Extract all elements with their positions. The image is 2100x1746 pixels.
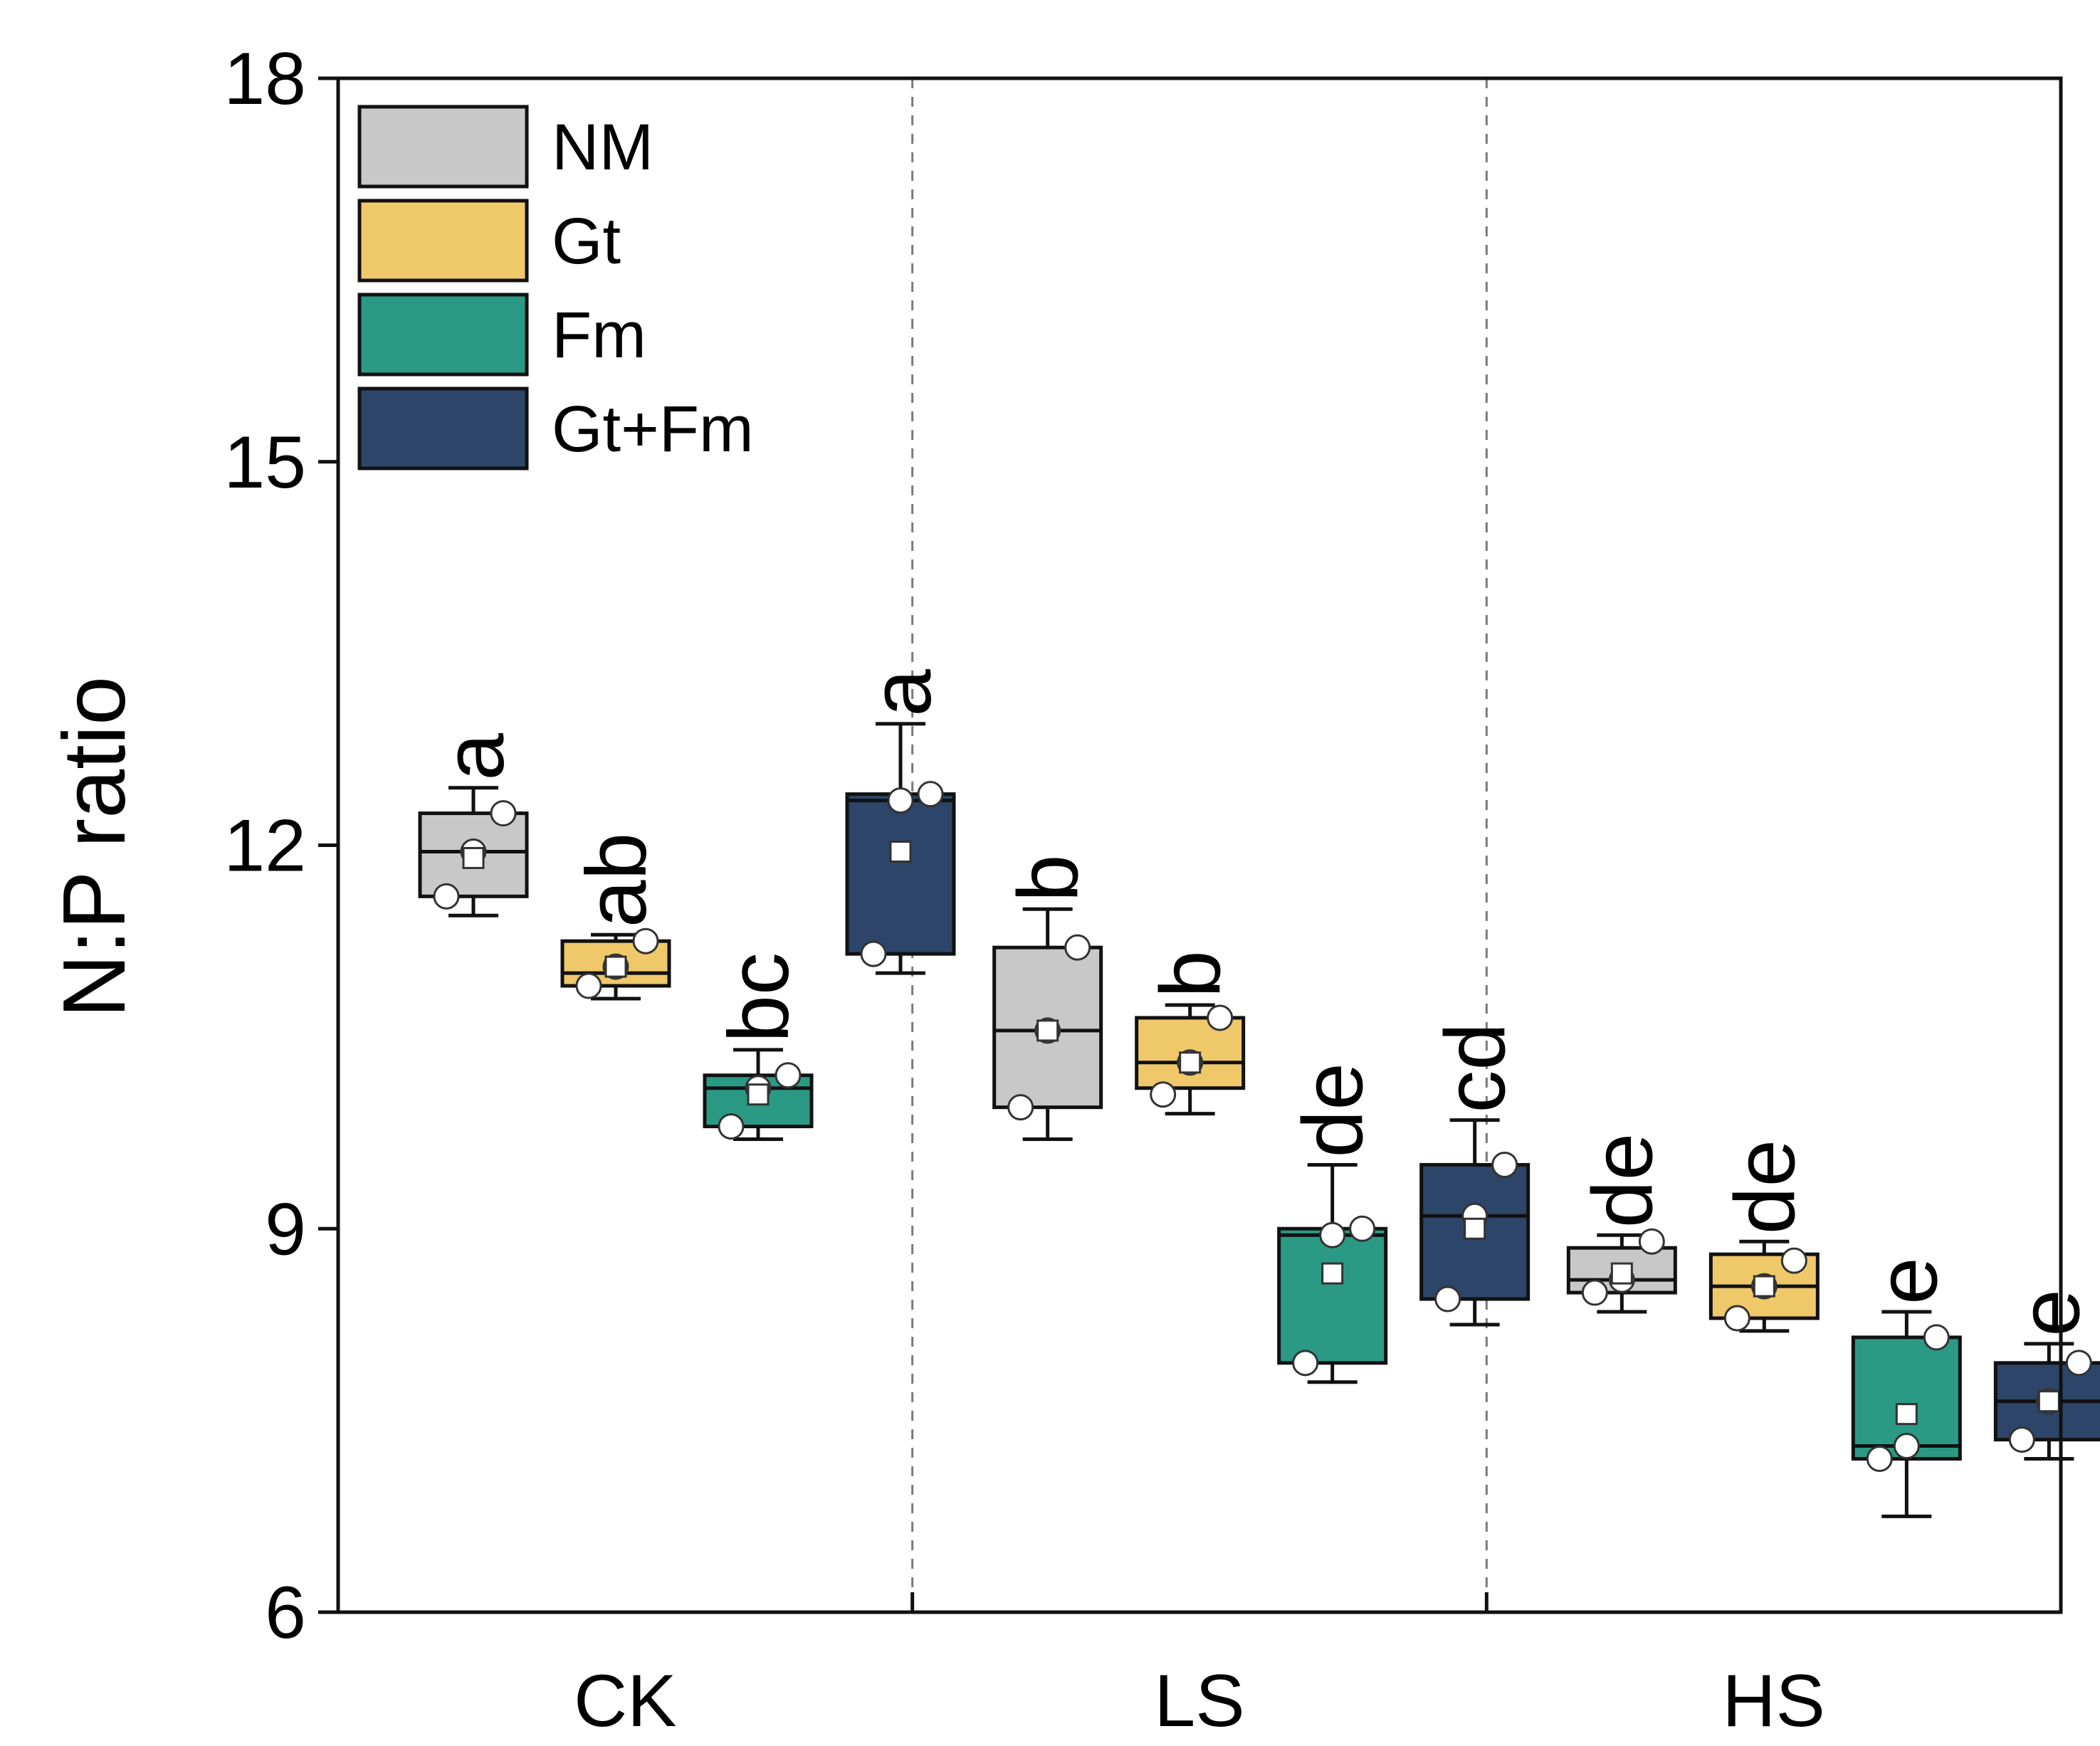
significance-letter: de [1575,1133,1670,1228]
significance-letter: de [1717,1140,1812,1234]
significance-letter: de [1286,1063,1381,1157]
box-ck-nm: a [418,733,529,917]
data-point [775,1062,802,1089]
data-point [632,927,659,954]
box-ck-fm: bc [703,952,814,1142]
mean-marker [1464,1217,1486,1240]
box-ck-gt-fm: a [845,669,956,975]
box-hs-nm: de [1566,1133,1677,1314]
data-point [2008,1426,2035,1453]
y-tick-label: 15 [224,421,306,504]
box-hs-gt-fm: e [1993,1289,2100,1461]
y-tick-label: 6 [265,1572,306,1654]
mean-marker [747,1083,770,1106]
data-point [1638,1228,1665,1255]
data-point [1349,1215,1376,1242]
data-point [1780,1247,1807,1274]
y-tick-label: 9 [265,1188,306,1271]
legend: NM Gt Fm Gt+Fm [357,105,754,470]
significance-letter: bc [711,952,807,1043]
box-ls-gt-fm: cd [1419,1023,1531,1327]
x-category-label: CK [574,1660,676,1742]
data-point [887,787,914,814]
data-point [1581,1279,1608,1306]
data-point [1292,1350,1319,1377]
box-body [845,792,956,956]
data-point [1064,934,1091,961]
box-hs-fm: e [1851,1257,1962,1518]
y-axis-title: N:P ratio [46,676,144,1018]
box-ck-gt: ab [560,833,671,1001]
significance-letter: b [1001,855,1096,903]
box-body [1277,1226,1388,1365]
data-point [917,781,944,808]
data-point [1150,1081,1177,1108]
axes-layer: 6 9 12 15 18 CK LS HS [224,38,2063,1742]
mean-marker [2037,1390,2060,1413]
significance-letter: e [1859,1257,1955,1305]
data-point [490,800,517,827]
box-ls-nm: b [992,855,1103,1142]
x-category-label: HS [1722,1660,1825,1742]
data-point [1434,1285,1461,1313]
significance-letter: a [426,733,522,781]
mean-marker [1036,1019,1059,1042]
box-body [1419,1162,1531,1301]
legend-swatch [357,386,529,470]
significance-letter: ab [569,833,664,927]
data-point [1923,1324,1950,1351]
mean-marker [1895,1403,1918,1426]
legend-swatch [357,293,529,377]
data-point [2065,1350,2092,1377]
data-point [1319,1221,1346,1248]
data-point [1207,1004,1234,1031]
legend-label: Fm [552,299,646,372]
legend-label: NM [552,111,653,184]
significance-letter: b [1143,950,1239,998]
mean-marker [1753,1275,1775,1298]
mean-marker [1610,1262,1633,1285]
mean-marker [604,955,627,978]
box-ls-gt: b [1135,950,1246,1116]
mean-marker [889,840,912,863]
data-point [575,972,602,999]
box-hs-gt: de [1708,1140,1820,1333]
mean-marker [1321,1262,1344,1285]
data-point [433,883,460,910]
data-point [718,1113,745,1140]
x-category-label: LS [1154,1660,1244,1742]
data-point [1007,1094,1034,1121]
significance-letter: a [854,669,949,717]
y-tick-label: 12 [224,805,306,888]
legend-swatch [357,105,529,189]
y-tick-label: 18 [224,38,306,120]
legend-label: Gt [552,205,621,278]
mean-marker [1179,1051,1202,1074]
significance-letter: e [2002,1289,2097,1337]
legend-swatch [357,199,529,283]
legend-label: Gt+Fm [552,393,754,466]
data-point [860,940,887,967]
data-point [1491,1151,1518,1178]
data-point [1866,1446,1893,1472]
box-ls-fm: de [1277,1063,1388,1384]
group-separators [911,78,1488,1612]
data-point [1723,1305,1750,1332]
mean-marker [462,846,485,869]
data-point [1893,1433,1920,1460]
significance-letter: cd [1428,1023,1523,1113]
